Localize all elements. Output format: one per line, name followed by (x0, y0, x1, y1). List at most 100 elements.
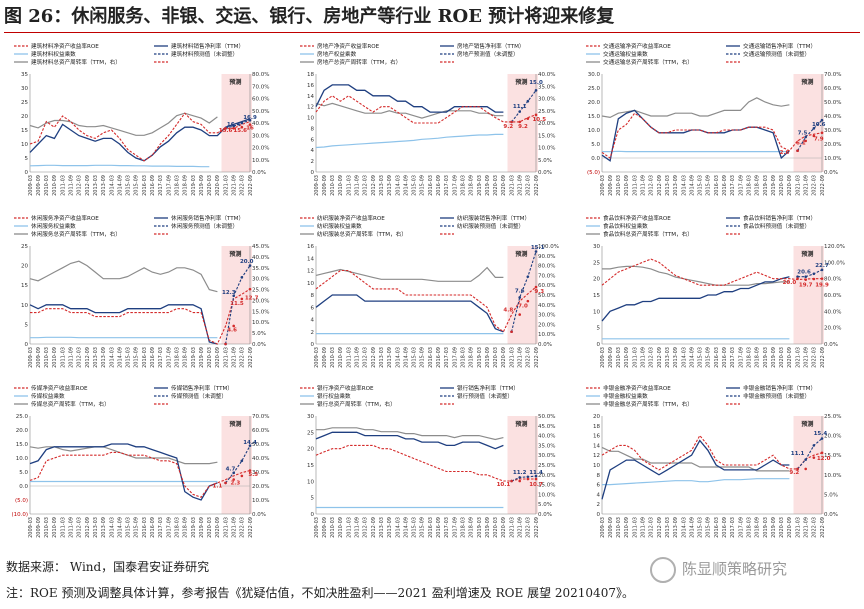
legend-label: 休闲服务净资产收益率ROE (31, 214, 99, 222)
forecast-raw-point (526, 475, 530, 479)
legend-label: 非银金融净资产收益率ROE (603, 384, 671, 392)
y-tick-left: 8 (597, 473, 601, 479)
y-tick-right: 45.0% (252, 244, 269, 250)
forecast-raw-point (240, 276, 244, 279)
legend-label: 纺织服装总资产周转率（TTM，右） (317, 230, 407, 238)
forecast-adj-point (248, 123, 252, 126)
x-tick-label: 2009-09 (36, 175, 42, 196)
data-label: 12.7 (245, 296, 259, 302)
x-tick-label: 2015-09 (420, 517, 426, 538)
x-tick-label: 2015-03 (698, 517, 704, 538)
x-tick-label: 2009-03 (314, 175, 320, 196)
legend-label: 传媒净资产收益率ROE (31, 384, 88, 392)
x-tick-label: 2009-03 (314, 347, 320, 368)
x-tick-label: 2015-09 (706, 175, 712, 196)
x-tick-label: 2020-09 (215, 175, 221, 196)
chart-panel-non-bank-finance: 预测 0 2 4 6 8 10 12 14 16 18 20 0.0% 5.0% 10.0% 15.0% 20.… (576, 380, 858, 550)
y-tick-left: 5 (597, 326, 601, 332)
y-tick-left: 20.0 (588, 100, 601, 106)
data-label: 9.2 (789, 470, 799, 476)
x-tick-label: 2018-03 (460, 347, 466, 368)
legend-label: 房地产权益乘数 (317, 50, 357, 58)
data-label: 4.7 (226, 466, 236, 472)
x-tick-label: 2021-03 (509, 175, 515, 196)
legend-label: 交通运输预测值（未调整） (743, 50, 810, 58)
series-turnover-line (602, 265, 790, 286)
x-tick-label: 2010-03 (44, 517, 50, 538)
forecast-adj-point (240, 125, 244, 129)
x-tick-label: 2013-03 (93, 175, 99, 196)
legend-label: 交通运输总资产周转率（TTM，右） (603, 58, 693, 66)
y-tick-left: 12 (307, 105, 314, 111)
series-leverage-line (29, 164, 210, 168)
y-tick-left: 10 (21, 142, 28, 148)
x-tick-label: 2011-09 (355, 517, 361, 538)
y-tick-left: 0 (311, 170, 315, 176)
y-tick-left: 4 (311, 318, 315, 324)
data-label: 10.7 (529, 482, 543, 488)
x-tick-label: 2016-09 (722, 347, 728, 368)
y-tick-right: 30.0% (538, 97, 555, 103)
x-tick-label: 2017-09 (166, 175, 172, 196)
legend-label: 建筑材料销售净利率（TTM） (171, 42, 244, 50)
chart-svg: 预测 0 5 10 15 20 25 30 0.0% 20.0% 40.0% 60.0% 80.0% 10… (586, 214, 845, 368)
y-tick-left: 0 (597, 512, 601, 518)
series-margin-line (315, 431, 504, 450)
y-tick-right: 50.0% (538, 414, 555, 420)
y-tick-right: 25.0% (252, 288, 269, 294)
forecast-raw-point (804, 458, 808, 461)
x-tick-label: 2020-09 (787, 347, 793, 368)
series-forecast-raw-line (797, 438, 823, 470)
x-tick-label: 2013-03 (665, 517, 671, 538)
x-tick-label: 2021-03 (223, 347, 229, 368)
x-tick-label: 2013-03 (665, 175, 671, 196)
y-tick-right: 15.0% (538, 483, 555, 489)
y-tick-left: 16 (307, 83, 314, 89)
legend-label: 交通运输权益乘数 (603, 50, 648, 58)
legend-label: 纺织服装净资产收益率ROE (317, 214, 385, 222)
forecast-adj-point (534, 285, 538, 289)
y-tick-right: 0.0% (824, 342, 838, 348)
x-tick-label: 2022-03 (240, 347, 246, 368)
x-tick-label: 2014-09 (117, 517, 123, 538)
series-margin-line (601, 276, 790, 322)
x-tick-label: 2011-09 (69, 517, 75, 538)
y-tick-right: 70.0% (252, 84, 269, 90)
forecast-band (507, 74, 538, 172)
x-tick-label: 2017-09 (738, 517, 744, 538)
forecast-adj-point (240, 297, 244, 301)
series-forecast-raw-line (225, 445, 251, 484)
legend-label: 非银金融权益乘数 (603, 392, 648, 400)
chart-panel-banks: 预测 0 5 10 15 20 25 30 0.0% 5.0% 10.0% 15.0% 20.0% 25.… (290, 380, 572, 550)
chart-svg: 预测 0 2 4 6 8 10 12 14 16 18 0.0% 5.0% 10.0% 15.0% 20.0%… (300, 42, 555, 196)
y-tick-right: 40.0% (824, 114, 841, 120)
y-tick-right: 35.0% (538, 443, 555, 449)
forecast-band (507, 416, 538, 514)
data-label: 15.6 (219, 128, 233, 134)
data-label: 12.3 (222, 290, 236, 296)
x-tick-label: 2010-03 (330, 517, 336, 538)
forecast-label: 预测 (515, 78, 527, 86)
x-tick-label: 2010-03 (44, 347, 50, 368)
data-label: 2.6 (780, 150, 790, 156)
x-tick-label: 2018-03 (746, 517, 752, 538)
y-tick-left: 10 (307, 281, 314, 287)
y-tick-left: 15 (21, 283, 28, 289)
chart-panel-food-beverage: 预测 0 5 10 15 20 25 30 0.0% 20.0% 40.0% 60.0% 80.0% 10… (576, 210, 858, 380)
data-label: 11.1 (791, 451, 805, 457)
x-tick-label: 2012-03 (649, 517, 655, 538)
y-tick-right: 60.0% (252, 97, 269, 103)
series-roe-line (315, 95, 537, 124)
legend-label: 纺织服装预测值（未调整） (457, 222, 524, 230)
forecast-raw-point (534, 89, 538, 92)
x-tick-label: 2019-09 (485, 517, 491, 538)
x-tick-label: 2014-09 (117, 347, 123, 368)
y-tick-right: 10.0% (252, 320, 269, 326)
x-tick-label: 2021-03 (795, 175, 801, 196)
forecast-label: 预测 (801, 78, 813, 86)
legend-label: 银行净资产收益率ROE (317, 384, 374, 392)
chart-svg: 预测 (5.0) 0.0 5.0 10.0 15.0 20.0 25.0 30.0 0.0% 10.… (586, 42, 841, 196)
forecast-raw-point (518, 110, 522, 113)
forecast-adj-point (248, 287, 252, 291)
x-tick-label: 2011-09 (355, 175, 361, 196)
